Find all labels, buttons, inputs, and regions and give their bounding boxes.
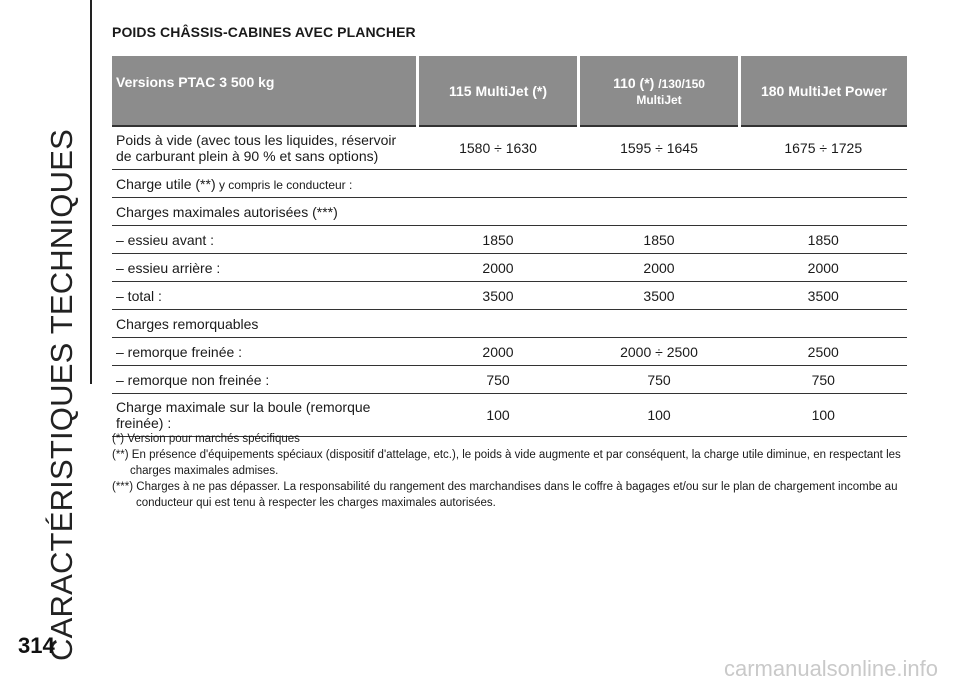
table-row: – total : 3500 3500 3500: [112, 281, 907, 310]
header-130-150-label: /130/150: [658, 76, 705, 91]
chapter-title: CARACTÉRISTIQUES TECHNIQUES: [44, 129, 79, 661]
row-label: – essieu arrière :: [112, 253, 418, 282]
row-value: [417, 309, 579, 338]
row-value: 1595 ÷ 1645: [578, 125, 740, 170]
header-180-multijet-power: 180 MultiJet Power: [739, 56, 907, 126]
table-header-row: Versions PTAC 3 500 kg 115 MultiJet (*) …: [112, 56, 907, 126]
footnote: (**) En présence d'équipements spéciaux …: [112, 449, 901, 477]
table-row: – remorque freinée : 2000 2000 ÷ 2500 25…: [112, 337, 907, 366]
row-label: – remorque non freinée :: [112, 365, 418, 394]
row-label: Charge maximale sur la boule (remorque f…: [112, 393, 418, 437]
table-row: – essieu arrière : 2000 2000 2000: [112, 253, 907, 282]
header-115-multijet: 115 MultiJet (*): [417, 56, 580, 126]
row-value: 1850: [417, 225, 579, 254]
row-value: [739, 309, 907, 338]
row-value: 2000: [578, 253, 740, 282]
row-value: 750: [739, 365, 907, 394]
row-label: Poids à vide (avec tous les liquides, ré…: [112, 125, 418, 170]
row-label: Charges remorquables: [112, 309, 418, 338]
table-row: Charges maximales autorisées (***): [112, 197, 907, 226]
weights-table: Versions PTAC 3 500 kg 115 MultiJet (*) …: [112, 56, 907, 437]
row-value: 3500: [739, 281, 907, 310]
table-row: – essieu avant : 1850 1850 1850: [112, 225, 907, 254]
chapter-divider: [90, 0, 92, 384]
header-versions: Versions PTAC 3 500 kg: [112, 56, 419, 126]
row-label: – total :: [112, 281, 418, 310]
side-section-bar: CARACTÉRISTIQUES TECHNIQUES: [0, 0, 79, 661]
row-value: [578, 309, 740, 338]
row-value: 100: [417, 393, 579, 437]
row-label: Charge utile (**) y compris le conducteu…: [112, 169, 418, 198]
footnote: (*) Version pour marchés spécifiques: [112, 433, 300, 445]
row-value: 2000: [417, 337, 579, 366]
row-value: 1580 ÷ 1630: [417, 125, 579, 170]
row-label: Charges maximales autorisées (***): [112, 197, 418, 226]
row-value: 750: [578, 365, 740, 394]
row-value: [578, 197, 740, 226]
row-value: 1850: [739, 225, 907, 254]
row-value: [417, 169, 579, 198]
table-row: Charge maximale sur la boule (remorque f…: [112, 393, 907, 437]
page-number: 314: [18, 633, 55, 658]
row-label-main: Charge utile (**): [116, 175, 216, 192]
row-value: 2500: [739, 337, 907, 366]
row-value: [739, 169, 907, 198]
header-110-130-150-multijet: 110 (*) /130/150 MultiJet: [578, 56, 741, 126]
row-value: 2000 ÷ 2500: [578, 337, 740, 366]
table-row: – remorque non freinée : 750 750 750: [112, 365, 907, 394]
table-row: Charge utile (**) y compris le conducteu…: [112, 169, 907, 198]
watermark: carmanualsonline.info: [723, 656, 938, 681]
section-title: POIDS CHÂSSIS-CABINES AVEC PLANCHER: [112, 24, 416, 40]
row-value: 3500: [417, 281, 579, 310]
row-value: 100: [739, 393, 907, 437]
header-multijet-label: MultiJet: [636, 92, 682, 107]
row-value: [739, 197, 907, 226]
header-110-label: 110 (*): [613, 74, 655, 91]
table-row: Poids à vide (avec tous les liquides, ré…: [112, 125, 907, 170]
row-label: – remorque freinée :: [112, 337, 418, 366]
row-value: 2000: [417, 253, 579, 282]
table-row: Charges remorquables: [112, 309, 907, 338]
footnote: (***) Charges à ne pas dépasser. La resp…: [112, 481, 898, 509]
row-value: [578, 169, 740, 198]
row-value: 1675 ÷ 1725: [739, 125, 907, 170]
row-value: [417, 197, 579, 226]
footnotes: (*) Version pour marchés spécifiques (**…: [112, 431, 912, 511]
row-value: 100: [578, 393, 740, 437]
row-label: – essieu avant :: [112, 225, 418, 254]
row-value: 3500: [578, 281, 740, 310]
row-value: 750: [417, 365, 579, 394]
row-value: 2000: [739, 253, 907, 282]
row-value: 1850: [578, 225, 740, 254]
row-label-small: y compris le conducteur :: [215, 177, 353, 192]
